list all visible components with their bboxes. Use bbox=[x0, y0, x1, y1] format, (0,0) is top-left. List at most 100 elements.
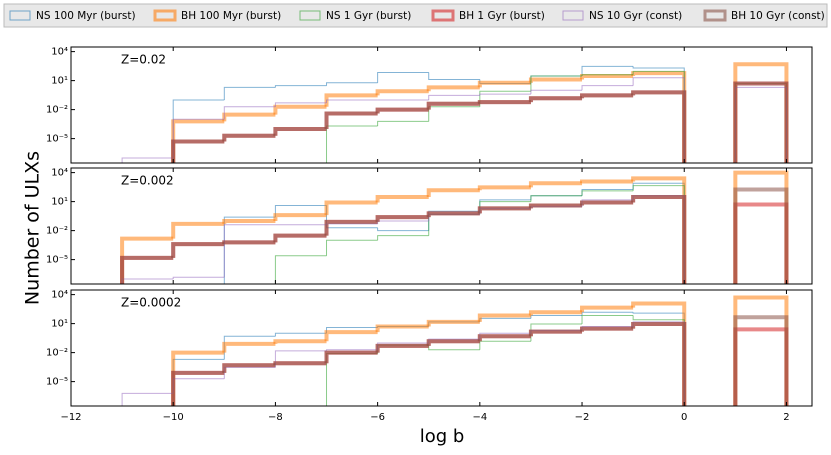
histogram-step bbox=[324, 330, 378, 342]
histogram-step bbox=[222, 133, 276, 142]
histogram-step bbox=[377, 220, 429, 224]
histogram-step bbox=[171, 350, 225, 406]
histogram-step bbox=[172, 276, 225, 279]
legend-swatch bbox=[703, 9, 727, 22]
histogram-step bbox=[632, 321, 685, 406]
histogram-step bbox=[273, 233, 327, 243]
histogram-step bbox=[172, 99, 225, 163]
plot-area bbox=[121, 62, 789, 163]
histogram-step bbox=[733, 202, 789, 284]
histogram-step bbox=[273, 213, 327, 221]
histogram-step bbox=[324, 93, 378, 107]
y-tick-label: 10¹ bbox=[51, 76, 68, 87]
histogram-step bbox=[273, 104, 327, 115]
histogram-step bbox=[426, 188, 480, 197]
histogram-step bbox=[375, 324, 429, 333]
histogram-step bbox=[377, 120, 429, 127]
x-tick-label: −12 bbox=[60, 412, 81, 423]
plot-area bbox=[121, 295, 789, 406]
histogram-step bbox=[324, 111, 378, 129]
histogram-step bbox=[734, 86, 787, 163]
histogram-step bbox=[477, 313, 531, 322]
histogram-step bbox=[326, 353, 378, 406]
y-tick-label: 10¹ bbox=[51, 319, 68, 330]
legend-swatch bbox=[9, 10, 31, 21]
histogram-step bbox=[172, 118, 225, 158]
histogram-step bbox=[631, 195, 687, 284]
axes-frame bbox=[70, 46, 813, 164]
histogram-step bbox=[326, 223, 378, 225]
histogram-step bbox=[223, 106, 276, 120]
histogram-step bbox=[479, 317, 531, 322]
histogram-step bbox=[734, 83, 787, 163]
histogram-step bbox=[426, 85, 480, 92]
histogram-step bbox=[223, 335, 276, 360]
x-tick-label: −6 bbox=[370, 412, 385, 423]
histogram-step bbox=[326, 125, 378, 163]
histogram-step bbox=[580, 179, 634, 184]
histogram-step bbox=[528, 203, 583, 209]
axes-frame bbox=[70, 167, 813, 285]
histogram-step bbox=[377, 235, 429, 241]
y-axis-label: Number of ULXs bbox=[22, 151, 44, 305]
histogram-step bbox=[324, 350, 378, 364]
histogram-step bbox=[222, 240, 276, 245]
histogram-step bbox=[121, 157, 174, 163]
histogram-step bbox=[733, 327, 789, 406]
histogram-step bbox=[530, 195, 583, 200]
x-tick-label: −10 bbox=[163, 412, 184, 423]
histogram-step bbox=[581, 314, 634, 325]
histogram-step bbox=[530, 75, 583, 92]
histogram-step bbox=[733, 315, 789, 406]
histogram-step bbox=[171, 242, 225, 258]
histogram-step bbox=[273, 339, 327, 344]
histogram-step bbox=[581, 74, 634, 76]
histogram-step bbox=[632, 195, 685, 284]
histogram-step bbox=[580, 305, 634, 313]
x-axis-label: log b bbox=[420, 426, 465, 447]
histogram-step bbox=[733, 81, 789, 163]
histogram-step bbox=[375, 195, 429, 203]
histogram-step bbox=[632, 185, 685, 284]
histogram-step bbox=[426, 339, 480, 346]
histogram-step bbox=[477, 334, 531, 342]
histogram-step bbox=[632, 182, 685, 284]
histogram-step bbox=[223, 86, 276, 100]
histogram-step bbox=[428, 345, 480, 351]
histogram-step bbox=[326, 349, 378, 351]
histogram-step bbox=[479, 340, 531, 350]
histogram-step bbox=[375, 343, 429, 353]
histogram-step bbox=[375, 107, 429, 114]
legend-swatch bbox=[562, 10, 584, 21]
x-tick-label: 0 bbox=[681, 412, 687, 423]
plot-area bbox=[120, 170, 789, 284]
y-tick-label: 10⁴ bbox=[51, 290, 68, 301]
histogram-step bbox=[528, 329, 583, 337]
histogram-step bbox=[733, 295, 789, 406]
histogram-step bbox=[324, 200, 378, 216]
histogram-step bbox=[581, 190, 634, 196]
histogram-step bbox=[377, 71, 429, 83]
histogram-step bbox=[326, 99, 378, 103]
y-tick-label: 10¹ bbox=[51, 197, 68, 208]
legend-background bbox=[3, 3, 828, 28]
histogram-step bbox=[428, 72, 480, 81]
legend-swatch bbox=[299, 10, 321, 21]
histogram-step bbox=[171, 119, 225, 163]
y-tick-label: 10⁻² bbox=[46, 348, 68, 359]
histogram-step bbox=[326, 205, 378, 229]
y-tick-label: 10⁴ bbox=[51, 47, 68, 58]
histogram-step bbox=[477, 80, 531, 88]
histogram-step bbox=[324, 219, 378, 236]
histogram-step bbox=[477, 100, 531, 105]
histogram-step bbox=[428, 94, 480, 100]
histogram-step bbox=[121, 392, 174, 406]
x-tick-label: −2 bbox=[575, 412, 590, 423]
y-tick-label: 10⁻⁵ bbox=[46, 377, 68, 388]
panel-annotation: Z=0.0002 bbox=[121, 296, 181, 310]
histogram-step bbox=[273, 361, 327, 366]
histogram-step bbox=[377, 227, 429, 232]
legend-label: NS 10 Gyr (const) bbox=[589, 10, 682, 22]
histogram-step bbox=[171, 139, 225, 163]
histogram-step bbox=[223, 224, 276, 278]
